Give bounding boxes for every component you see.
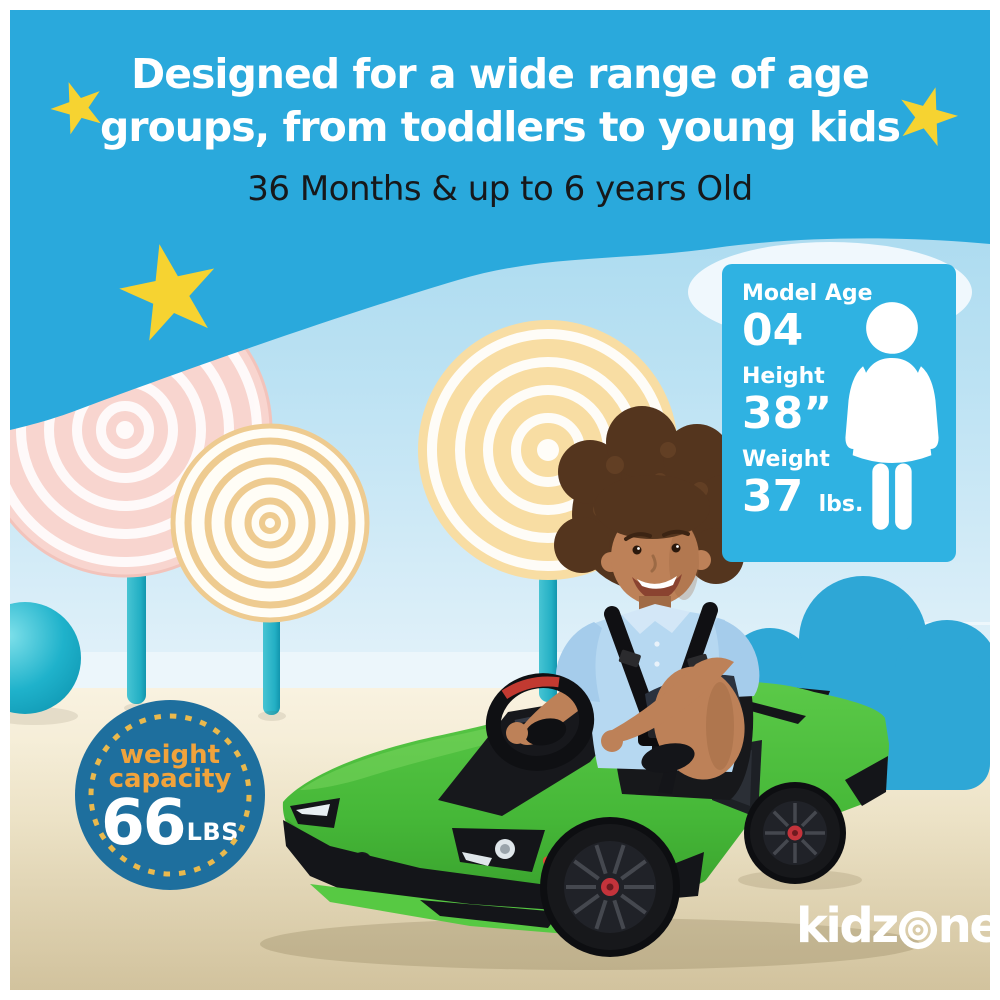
height-label: Height [742,364,825,390]
scene: Designed for a wide range of age groups,… [10,10,990,990]
weight-capacity-label: weight capacity [108,739,232,795]
bullseye-o-icon [898,910,937,950]
weight-label: Weight [742,447,830,473]
front-wheel [540,817,680,957]
steering-wheel [485,673,595,771]
child-figure-icon [845,302,939,530]
deep-sky [10,10,990,430]
model-spec-card: Model Age 04 Height 38” Weight 37 lbs. [722,264,956,562]
scene-art [10,10,990,990]
weight-unit: lbs. [818,492,864,518]
ride-on-car [260,406,920,970]
weight-value: 37 [742,471,804,523]
weight-capacity-value-row: 66 LBS [100,785,240,859]
lollipop-cream [170,423,370,721]
headline-line2: groups, from toddlers to young kids [100,103,901,152]
model-age-label: Model Age [742,281,873,306]
logo-text-right: ne [937,898,990,954]
teal-ball [10,602,81,725]
weight-value-row: 37 lbs. [742,474,956,520]
rear-wheel [744,782,846,884]
logo-text-left: kidz [796,898,899,954]
badge-dashed-ring-icon [88,713,252,877]
age-range-subtitle: 36 Months & up to 6 years Old [247,168,753,209]
weight-capacity-unit: LBS [186,818,240,847]
headline-line1: Designed for a wide range of age [131,50,870,98]
weight-capacity-value: 66 [100,785,187,859]
weight-capacity-badge: weight capacity 66 LBS [75,700,265,890]
height-value: 38” [742,388,833,440]
headline: Designed for a wide range of age groups,… [10,48,990,209]
model-age-value: 04 [742,305,804,357]
kidzone-logo: kidz ne ® [796,902,990,950]
